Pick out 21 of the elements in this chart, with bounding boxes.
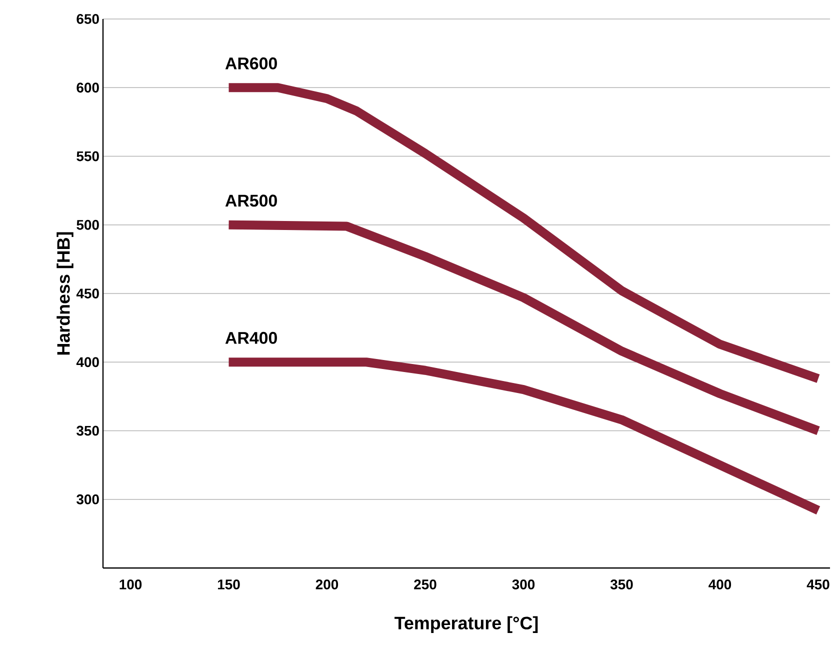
- x-tick-label: 400: [708, 580, 732, 590]
- y-tick-label: 550: [76, 151, 99, 162]
- x-tick-label: 300: [512, 580, 535, 590]
- y-tick-label: 500: [76, 220, 99, 230]
- y-tick-label: 400: [76, 357, 99, 368]
- y-axis-title: Hardness [HB]: [56, 232, 74, 355]
- x-axis-title: Temperature [°C]: [394, 616, 538, 633]
- y-tick-label: 650: [76, 14, 99, 24]
- series-label: AR400: [225, 332, 277, 344]
- x-tick-label: 100: [120, 580, 142, 590]
- y-tick-label: 350: [76, 426, 99, 436]
- x-tick-label: 350: [610, 580, 633, 590]
- y-tick-label: 450: [76, 288, 99, 298]
- y-tick-label: 600: [76, 82, 99, 93]
- series-label: AR600: [225, 57, 277, 70]
- series-label: AR500: [225, 194, 277, 207]
- y-tick-label: 300: [76, 494, 99, 504]
- x-tick-label: 450: [806, 580, 830, 590]
- x-tick-label: 200: [316, 580, 338, 590]
- x-tick-label: 250: [414, 580, 436, 590]
- x-tick-label: 150: [218, 580, 240, 590]
